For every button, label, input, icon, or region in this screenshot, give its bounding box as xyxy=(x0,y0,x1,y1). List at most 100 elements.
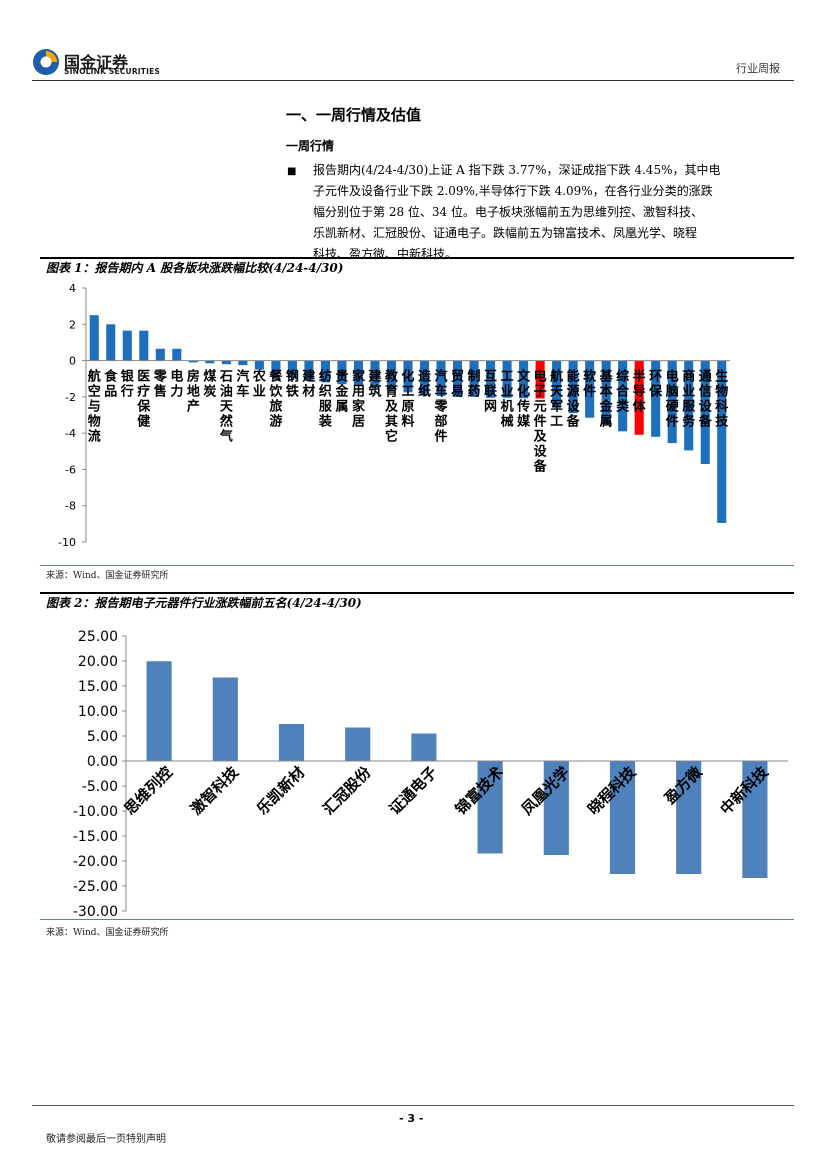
y-tick-label: -4 xyxy=(65,427,76,440)
bar-综合类 xyxy=(618,360,628,432)
bar-汇冠股份 xyxy=(345,727,371,761)
category-label: 贵金属 xyxy=(334,369,349,415)
figure2-source: 来源：Wind、国金证券研究所 xyxy=(46,928,169,938)
bar-建筑 xyxy=(370,360,380,388)
category-label: 石油天然气 xyxy=(219,370,234,445)
summary-line: 子元件及设备行业下跌 2.09%,半导体行下跌 4.09%，在各行业分类的涨跌 xyxy=(313,184,713,198)
logo-text-en: SINOLINK SECURITIES xyxy=(64,67,161,76)
summary-line: 乐凯新材、汇冠股份、证通电子。跌幅前五为锦富技术、凤凰光学、晓程 xyxy=(313,226,698,240)
category-label: 建筑 xyxy=(368,369,381,400)
category-label: 房地产 xyxy=(187,369,200,415)
y-tick-label: 2 xyxy=(69,318,76,331)
bar-餐饮旅游 xyxy=(271,360,281,375)
category-label: 医疗保健 xyxy=(136,370,151,430)
bar-贸易 xyxy=(452,360,463,397)
logo-text-cn: 国金证券 xyxy=(64,53,129,72)
header-rule xyxy=(32,80,794,81)
figure1-title: 图表 1：报告期内 A 股各版块涨跌幅比较(4/24-4/30) xyxy=(46,261,344,275)
category-label: 电力 xyxy=(170,369,183,400)
bar-农业 xyxy=(254,360,264,370)
category-label: 电脑硬件 xyxy=(666,369,680,430)
sector-performance-chart: 4 2 0 -2 -4 -6 -8 -10 航空与物流食品银行医疗保健零售电力房地产煤炭石油天然… xyxy=(58,282,730,549)
category-label: 餐饮旅游 xyxy=(268,369,283,430)
category-label: 软件 xyxy=(583,369,596,400)
category-label: 家用家居 xyxy=(351,369,366,430)
bar-激智科技 xyxy=(212,677,238,761)
category-label: 文化传媒 xyxy=(516,369,531,430)
top-movers-chart: 25.00 20.00 15.00 10.00 5.00 0.00 -5.00 -10.00 -… xyxy=(73,629,788,919)
category-label: 建材 xyxy=(302,369,315,400)
bar-电力 xyxy=(172,348,182,361)
y-tick-label: 25.00 xyxy=(78,629,118,645)
bar-房地产 xyxy=(188,360,198,363)
bar-证通电子 xyxy=(411,733,437,761)
category-label: 基本金属 xyxy=(599,369,614,430)
category-label: 零售 xyxy=(153,370,168,400)
category-label: 煤炭 xyxy=(203,369,216,400)
page-number: - 3 - xyxy=(399,1112,424,1125)
bar-能源设备 xyxy=(568,360,578,414)
category-label: 互联网 xyxy=(484,370,497,415)
bar-航空与物流 xyxy=(89,315,99,361)
footer-rule xyxy=(32,1105,794,1106)
category-label: 能源设备 xyxy=(566,369,581,430)
figure2-title: 图表 2：报告期电子元器件行业涨跌幅前五名(4/24-4/30) xyxy=(46,596,362,610)
bar-锦富技术 xyxy=(477,761,503,854)
y-tick-label: -25.00 xyxy=(73,879,118,895)
category-label: 钢铁 xyxy=(285,369,299,400)
y-tick-label: 4 xyxy=(69,282,76,295)
bar-文化传媒 xyxy=(519,360,529,399)
category-label: 制药 xyxy=(468,369,481,400)
bar-贵金属 xyxy=(337,360,347,385)
y-tick-label: -15.00 xyxy=(73,829,118,845)
bar-造纸 xyxy=(419,360,430,396)
y-tick-label: -10.00 xyxy=(73,804,118,820)
bar-半导体设备 xyxy=(684,360,694,451)
y-tick-label: -10 xyxy=(58,536,76,549)
category-label: 综合类 xyxy=(616,369,630,415)
bar-电子元件及设备 xyxy=(535,360,545,399)
disclaimer: 敬请参阅最后一页特别声明 xyxy=(46,1134,166,1145)
category-label: 航空与物流 xyxy=(88,369,101,445)
bar-零售 xyxy=(155,348,165,361)
y-tick-label: 15.00 xyxy=(78,679,118,695)
bar-通信设备 xyxy=(700,360,710,464)
y-tick-label: -20.00 xyxy=(73,854,118,870)
bar-思维列控 xyxy=(146,661,172,761)
category-label: 食品 xyxy=(104,369,118,400)
y-tick-label: -5.00 xyxy=(82,779,118,795)
category-label: 环保 xyxy=(648,370,663,400)
category-label: 汽车零部件 xyxy=(434,369,449,445)
category-label: 纺织服装 xyxy=(318,369,333,430)
category-label: 证通电子 xyxy=(386,763,441,818)
bar-化工原料 xyxy=(403,360,413,393)
bar-生物科技 xyxy=(717,360,727,523)
bar-汽车 xyxy=(238,360,248,366)
bar-软件 xyxy=(585,360,595,418)
bar-教育及其它 xyxy=(386,360,397,390)
bar-电脑硬件 xyxy=(667,360,677,444)
category-label: 教育及其它 xyxy=(384,369,399,445)
bar-乐凯新材 xyxy=(278,724,305,761)
category-label: 乐凯新材 xyxy=(253,763,308,818)
bar-晓程科技 xyxy=(609,761,636,874)
category-label: 银行 xyxy=(120,369,135,400)
category-label: 商业服务 xyxy=(682,369,696,430)
bar-基本金属 xyxy=(601,360,611,425)
category-label: 贸易 xyxy=(451,369,464,400)
bar-纺织服装 xyxy=(320,360,330,383)
bar-石油天然气 xyxy=(221,360,231,365)
y-tick-label: 20.00 xyxy=(78,654,118,670)
bullet-marker: ■ xyxy=(287,166,297,177)
category-label: 通信设备 xyxy=(698,369,713,430)
category-label: 思维列控 xyxy=(121,763,176,818)
summary-line: 报告期内(4/24-4/30)上证 A 指下跌 3.77%，深证成指下跌 4.4… xyxy=(313,163,721,177)
category-label: 造纸 xyxy=(418,369,432,400)
category-label: 航天军工 xyxy=(550,369,564,430)
y-tick-label: 5.00 xyxy=(87,729,118,745)
bar-钢铁 xyxy=(287,360,297,378)
category-label: 农业 xyxy=(252,369,266,400)
bar-银行 xyxy=(122,330,132,361)
bar-互联网 xyxy=(486,360,496,398)
bar-煤炭 xyxy=(205,360,215,364)
